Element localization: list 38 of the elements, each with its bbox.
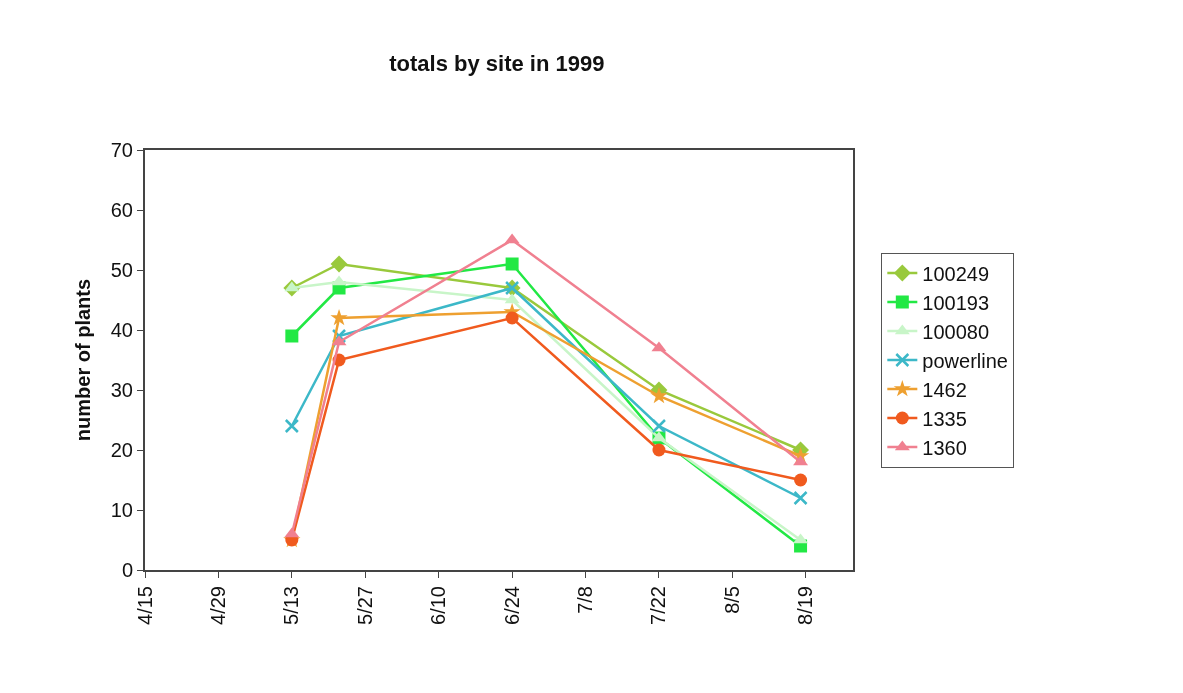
legend-label: powerline: [922, 349, 1008, 372]
point: [794, 473, 808, 487]
y-tick-label: 30: [110, 379, 133, 401]
y-tick-label: 60: [110, 199, 133, 221]
point: [651, 418, 667, 434]
x-tick-label: 6/10: [427, 586, 450, 625]
y-axis-title: number of plants: [71, 278, 94, 442]
x-tick-label: 6/24: [500, 586, 523, 625]
y-tick-label: 0: [121, 559, 133, 581]
y-tick-label: 10: [110, 499, 133, 521]
point: [505, 311, 519, 325]
y-tick-label: 50: [110, 259, 133, 281]
point: [652, 443, 666, 457]
y-tick-label: 40: [110, 319, 133, 341]
x-tick-label: 4/29: [206, 586, 229, 625]
point: [650, 386, 668, 404]
point: [330, 308, 348, 326]
x-tick-label: 4/15: [133, 586, 156, 625]
legend-label: 100249: [922, 262, 990, 285]
chart-title: totals by site in 1999: [389, 50, 605, 76]
x-tick-label: 8/19: [794, 586, 817, 625]
legend-label: 1360: [922, 436, 967, 459]
y-tick-label: 20: [110, 439, 133, 461]
legend-label: 100193: [922, 291, 990, 314]
legend-label: 1462: [922, 378, 967, 401]
legend-label: 100080: [922, 320, 990, 343]
x-tick-label: 5/27: [353, 586, 376, 625]
legend-label: 1335: [922, 407, 967, 430]
point: [284, 418, 300, 434]
point: [793, 490, 808, 506]
y-tick-label: 70: [110, 139, 133, 161]
x-tick-label: 7/8: [574, 586, 597, 614]
x-tick-label: 5/13: [280, 586, 303, 625]
x-tick-label: 8/5: [720, 586, 743, 614]
x-tick-label: 7/22: [647, 586, 670, 625]
point: [285, 329, 299, 343]
point: [505, 257, 519, 271]
point: [330, 255, 348, 273]
